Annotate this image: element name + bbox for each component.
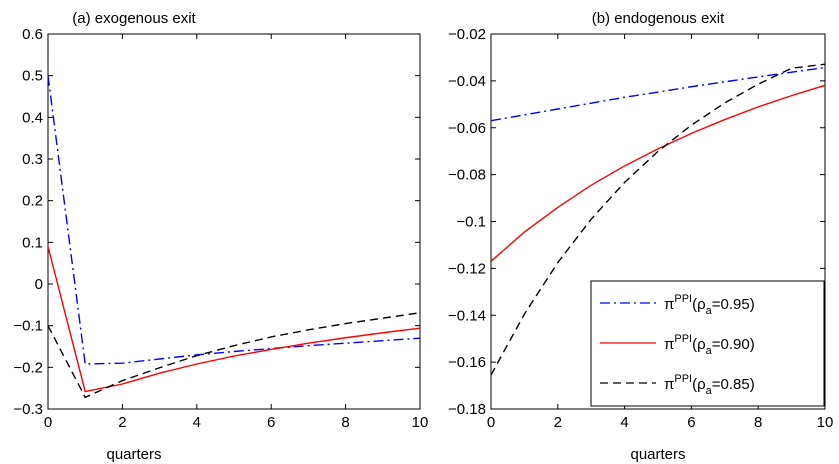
panel-b-ytick-label: −0.14 <box>448 307 486 324</box>
panel-b-ytick-label: −0.16 <box>448 354 486 371</box>
panel-a-ytick-label: 0.6 <box>22 26 43 43</box>
panel-b-xtick-label: 4 <box>620 414 628 431</box>
panel-b-xtick-label: 2 <box>554 414 562 431</box>
panel-a-ytick-label: 0.4 <box>22 109 43 126</box>
panel-b-ytick-label: −0.18 <box>448 401 486 418</box>
panel-b-ytick-label: −0.04 <box>448 73 486 90</box>
panel-a-xtick-label: 8 <box>341 414 349 431</box>
panel-b-xtick-label: 10 <box>817 414 834 431</box>
panel-a-ytick-label: 0 <box>35 276 43 293</box>
panel-a-ytick-label: −0.1 <box>13 318 43 335</box>
panel-b-ytick-label: −0.12 <box>448 260 486 277</box>
panel-a-series-s95-line <box>48 75 420 365</box>
panel-a-ytick-label: 0.5 <box>22 68 43 85</box>
panel-a-xtick-label: 10 <box>412 414 429 431</box>
legend-entry-095: πPPI(ρa=0.95) <box>600 293 755 317</box>
legend-label-090: πPPI(ρa=0.90) <box>664 333 755 357</box>
legend-entry-090: πPPI(ρa=0.90) <box>600 333 755 357</box>
panel-a-xtick-label: 0 <box>44 414 52 431</box>
legend-label-085: πPPI(ρa=0.85) <box>664 373 755 397</box>
panel-a-xtick-label: 4 <box>193 414 201 431</box>
legend-label-095: πPPI(ρa=0.95) <box>664 293 755 317</box>
panel-b-series-s90-line <box>491 84 825 262</box>
panel-a-series-s85-line <box>48 312 420 399</box>
panel-b-xtick-label: 6 <box>687 414 695 431</box>
panel-b-ytick-label: −0.08 <box>448 167 486 184</box>
panel-b-ytick-label: −0.02 <box>448 26 486 43</box>
panel-a-ytick-label: −0.2 <box>13 359 43 376</box>
legend-entry-085: πPPI(ρa=0.85) <box>600 373 755 397</box>
panel-b-xtick-label: 0 <box>487 414 495 431</box>
panel-a-exogenous-exit: (a) exogenous exit quarters −0.3 −0.2 −0.1… <box>13 10 428 463</box>
panel-b-title: (b) endogenous exit <box>592 10 725 27</box>
panel-a-xlabel: quarters <box>106 446 161 463</box>
panel-a-axes-box <box>47 33 421 410</box>
panel-a-xtick-label: 6 <box>267 414 275 431</box>
panel-b-ytick-label: −0.1 <box>456 214 486 231</box>
panel-a-xtick-label: 2 <box>118 414 126 431</box>
panel-b-series-s95-line <box>491 66 825 122</box>
panel-a-ytick-label: 0.3 <box>22 151 43 168</box>
panel-a-ytick-label: −0.3 <box>13 401 43 418</box>
panel-b-xtick-label: 8 <box>754 414 762 431</box>
panel-a-ytick-label: 0.1 <box>22 234 43 251</box>
legend: πPPI(ρa=0.95) πPPI(ρa=0.90) πPPI(ρa=0.85… <box>590 280 825 407</box>
panel-a-title: (a) exogenous exit <box>72 10 196 27</box>
panel-a-ytick-label: 0.2 <box>22 193 43 210</box>
panel-b-series-s85-line <box>491 63 825 376</box>
panel-b-xlabel: quarters <box>630 446 685 463</box>
panel-b-ytick-label: −0.06 <box>448 120 486 137</box>
panel-b-endogenous-exit: (b) endogenous exit quarters −0.18−0.16−… <box>448 10 833 463</box>
